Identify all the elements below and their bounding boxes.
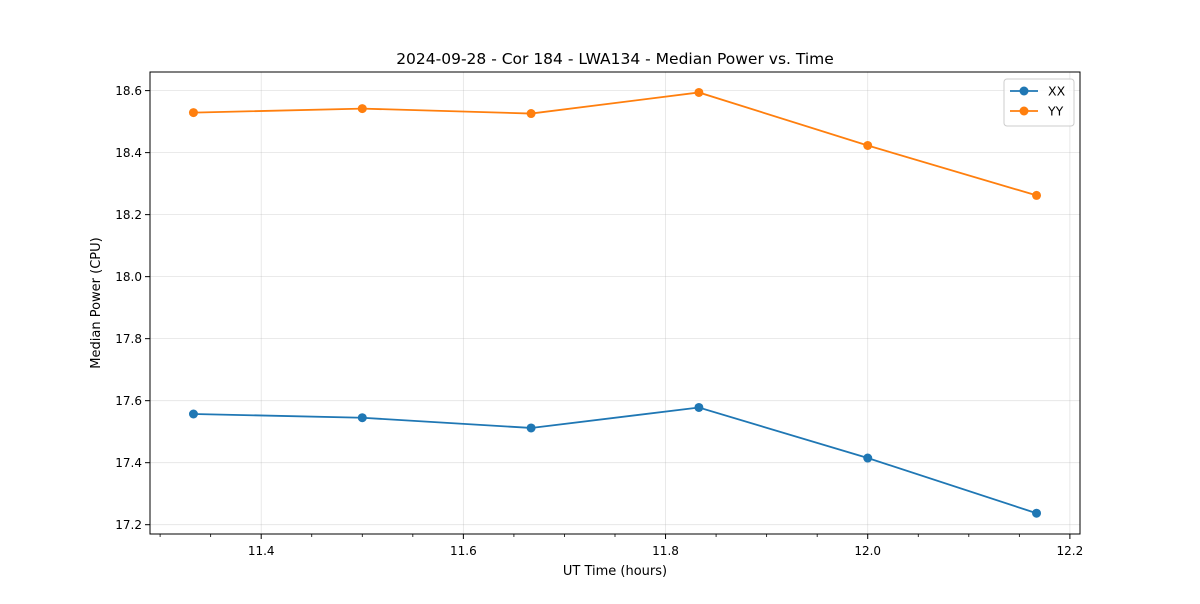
x-axis-label: UT Time (hours) [563,564,667,579]
data-point-yy [357,104,367,114]
x-tick-label: 11.4 [248,544,275,558]
y-tick-label: 17.4 [115,456,142,470]
x-tick-label: 11.6 [450,544,477,558]
data-point-yy [863,140,873,150]
series-line-xx [193,406,1037,515]
y-tick-label: 18.0 [115,270,142,284]
x-tick-label: 11.8 [652,544,679,558]
data-point-xx [357,413,367,423]
y-tick-label: 18.2 [115,208,142,222]
x-tick-label: 12.0 [854,544,881,558]
series-layer [188,87,1042,518]
data-point-yy [694,87,704,97]
y-tick-label: 18.6 [115,84,142,98]
legend: XX YY [1003,78,1075,127]
data-point-xx [1032,508,1042,518]
grid-layer [150,72,1080,534]
y-axis-label: Median Power (CPU) [89,237,104,368]
data-point-xx [526,423,536,433]
chart-title: 2024-09-28 - Cor 184 - LWA134 - Median P… [396,50,834,68]
y-tick-label: 17.8 [115,332,142,346]
legend-marker-yy [1019,106,1029,116]
data-point-yy [526,109,536,119]
data-point-xx [863,453,873,463]
axes-layer: 11.4 11.6 11.8 12.0 12.2 17.2 17.4 17.6 17.8 18.0… [115,84,1083,558]
data-point-yy [188,108,198,118]
data-point-yy [1032,190,1042,200]
legend-label-yy: YY [1047,104,1064,119]
series-line-yy [193,91,1037,197]
y-tick-label: 18.4 [115,146,142,160]
x-tick-label: 12.2 [1057,544,1084,558]
y-tick-label: 17.2 [115,518,142,532]
data-point-xx [694,402,704,412]
data-point-xx [188,409,198,419]
legend-marker-xx [1019,86,1029,96]
legend-label-xx: XX [1048,84,1066,99]
y-tick-label: 17.6 [115,394,142,408]
